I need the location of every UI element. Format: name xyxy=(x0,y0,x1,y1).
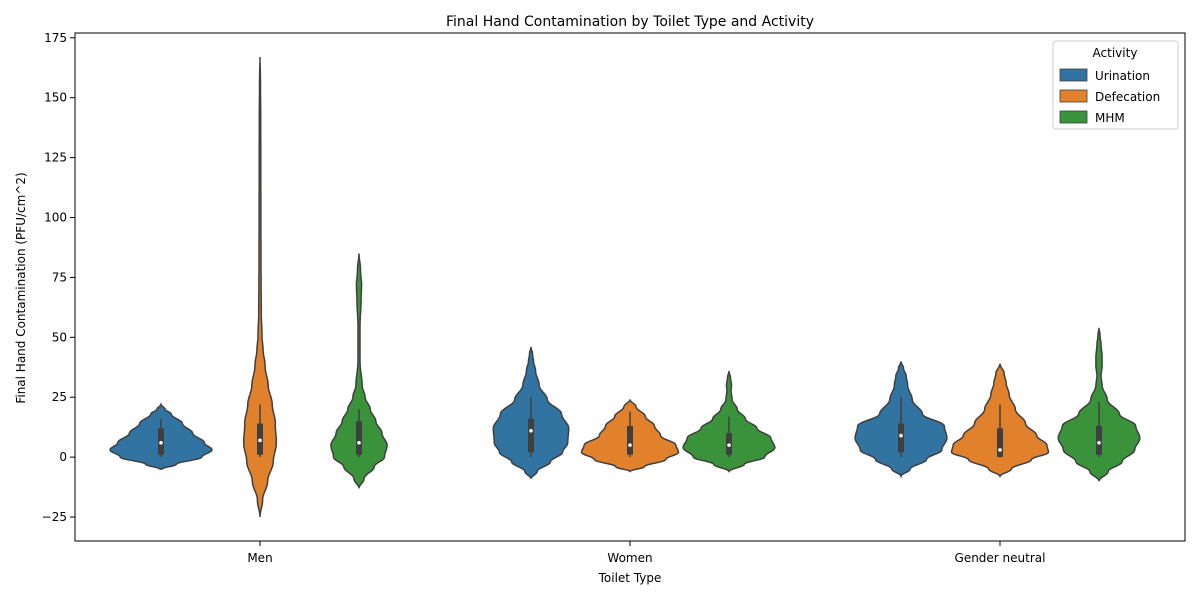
violin-defecation-women-median xyxy=(628,443,632,447)
violin-mhm-men-median xyxy=(357,440,361,445)
violin-mhm-gender-neutral-median xyxy=(1097,440,1101,445)
y-tick-label: 75 xyxy=(52,270,67,284)
violin-defecation-gender-neutral-iqr-box xyxy=(997,428,1003,458)
x-tick-label-women: Women xyxy=(607,551,652,565)
violin-defecation-gender-neutral-median xyxy=(998,448,1002,452)
y-axis: −25 0 25 50 75 100 125 150 175 xyxy=(42,31,75,524)
x-tick-label-men: Men xyxy=(247,551,272,565)
legend-title: Activity xyxy=(1093,46,1138,60)
violin-urination-gender-neutral-iqr-box xyxy=(898,423,904,453)
y-tick-label: 0 xyxy=(59,450,67,464)
y-tick-label: 125 xyxy=(44,151,67,165)
legend-label-urination: Urination xyxy=(1095,69,1150,83)
y-axis-label: Final Hand Contamination (PFU/cm^2) xyxy=(14,172,28,403)
violin-urination-women-iqr-box xyxy=(528,418,534,453)
violin-defecation-men-median xyxy=(258,438,262,443)
violin-urination-men-median xyxy=(159,440,163,445)
legend-label-defecation: Defecation xyxy=(1095,90,1160,104)
violin-defecation-men xyxy=(242,57,278,518)
y-tick-label: 175 xyxy=(44,31,67,45)
legend-swatch-defecation xyxy=(1059,89,1088,103)
legend-frame xyxy=(1052,40,1179,130)
y-tick-label: 25 xyxy=(52,390,67,404)
y-tick-label: −25 xyxy=(42,510,67,524)
violin-marks xyxy=(109,57,1141,518)
chart-title: Final Hand Contamination by Toilet Type … xyxy=(446,14,814,30)
violin-urination-women-median xyxy=(529,428,533,433)
y-tick-label: 150 xyxy=(44,91,67,105)
violin-mhm-gender-neutral-iqr-box xyxy=(1096,425,1102,455)
violin-mhm-men xyxy=(330,253,388,489)
legend: Activity Urination Defecation MHM xyxy=(1052,40,1179,130)
x-tick-label-gender-neutral: Gender neutral xyxy=(955,551,1046,565)
y-tick-label: 100 xyxy=(44,211,67,225)
y-tick-label: 50 xyxy=(52,330,67,344)
violin-mhm-men-iqr-box xyxy=(356,421,362,455)
violin-urination-gender-neutral-median xyxy=(899,433,903,438)
x-axis-label: Toilet Type xyxy=(598,571,662,585)
violin-mhm-women-median xyxy=(727,443,731,447)
violin-defecation-women-iqr-box xyxy=(627,425,633,455)
legend-label-mhm: MHM xyxy=(1095,111,1125,125)
x-axis: Men Women Gender neutral xyxy=(247,541,1045,565)
legend-swatch-mhm xyxy=(1059,110,1088,124)
legend-swatch-urination xyxy=(1059,68,1088,82)
